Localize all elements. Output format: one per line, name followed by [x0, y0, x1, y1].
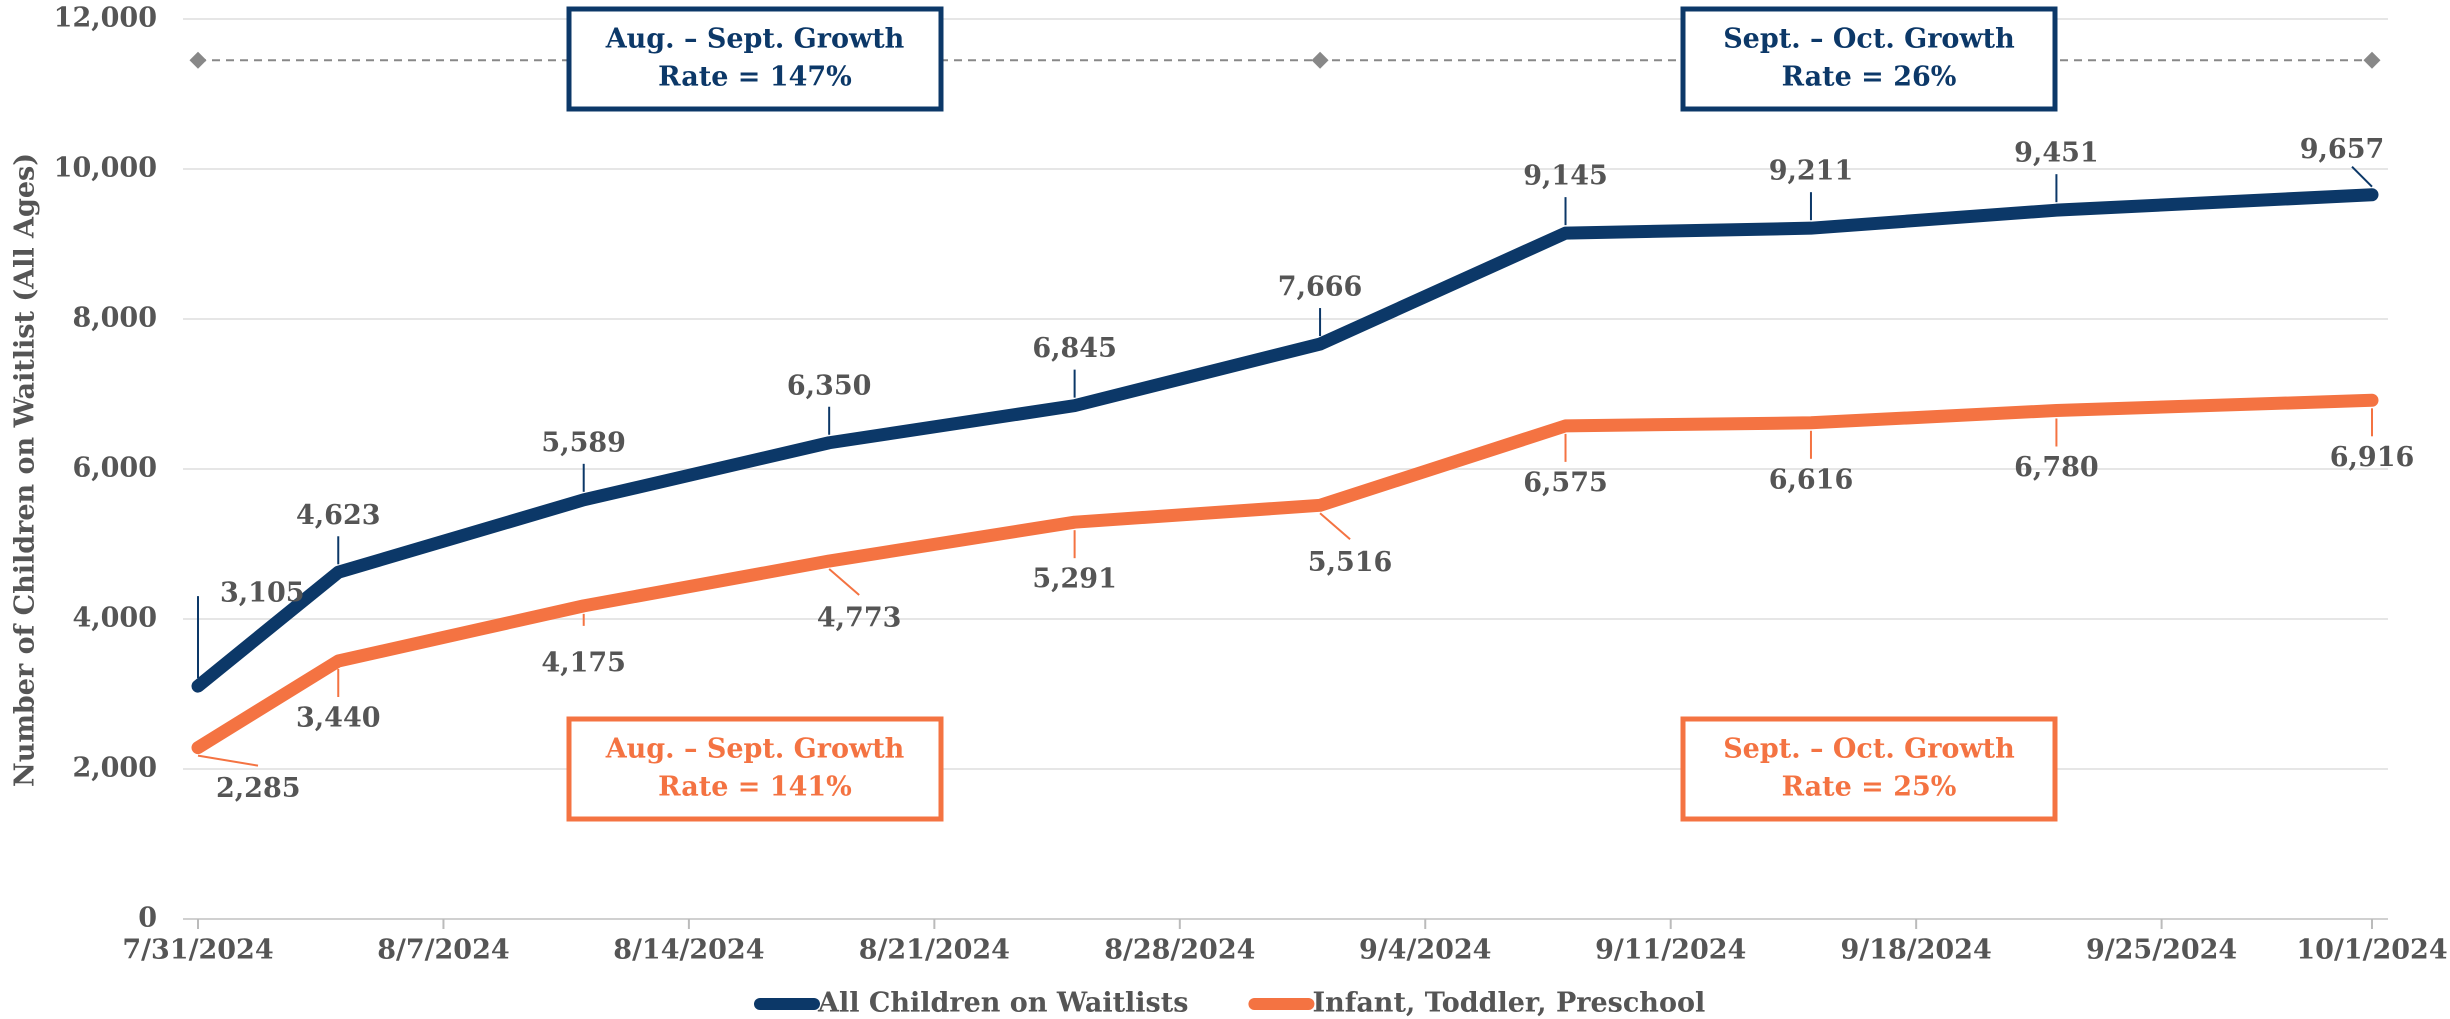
annotation-text: Sept. – Oct. Growth	[1723, 24, 2015, 55]
data-label: 6,575	[1523, 467, 1608, 498]
y-axis-label: Number of Children on Waitlist (All Ages…	[10, 153, 41, 787]
data-label: 5,589	[541, 427, 626, 458]
x-tick-label: 9/4/2024	[1359, 935, 1491, 966]
label-leader	[828, 568, 860, 596]
data-label: 2,285	[216, 773, 301, 804]
series-line	[191, 188, 2379, 693]
x-tick-label: 8/14/2024	[613, 935, 764, 966]
x-tick-label: 8/28/2024	[1104, 935, 1255, 966]
data-label: 3,440	[296, 703, 381, 734]
x-tick-label: 10/1/2024	[2296, 935, 2447, 966]
data-label: 9,657	[2300, 134, 2385, 165]
annotation-box	[566, 6, 944, 112]
reference-marker	[2363, 51, 2381, 69]
annotation-text: Rate = 141%	[658, 772, 852, 803]
x-tick-label: 9/11/2024	[1595, 935, 1746, 966]
y-tick-label: 8,000	[72, 303, 157, 334]
reference-marker	[189, 51, 207, 69]
data-label: 4,175	[541, 647, 626, 678]
annotation-box	[1680, 6, 2058, 112]
data-label: 5,291	[1032, 564, 1117, 595]
reference-marker	[1311, 51, 1329, 69]
data-label: 3,105	[220, 578, 305, 609]
data-label: 6,780	[2014, 452, 2099, 483]
data-label: 6,916	[2330, 442, 2415, 473]
annotation-box	[1680, 716, 2058, 822]
annotation-text: Rate = 147%	[658, 62, 852, 93]
data-label: 9,451	[2014, 138, 2099, 169]
data-label: 6,350	[787, 370, 872, 401]
y-tick-label: 4,000	[72, 603, 157, 634]
y-tick-label: 10,000	[54, 153, 157, 184]
data-label: 7,666	[1278, 272, 1363, 303]
series-line	[191, 393, 2379, 755]
label-leader	[2351, 166, 2373, 188]
label-leader	[197, 754, 259, 767]
annotation-text: Sept. – Oct. Growth	[1723, 734, 2015, 765]
data-label: 5,516	[1308, 547, 1393, 578]
x-tick-label: 9/18/2024	[1841, 935, 1992, 966]
data-label: 9,211	[1769, 156, 1854, 187]
data-label: 4,773	[817, 603, 902, 634]
y-tick-label: 0	[138, 903, 157, 934]
x-tick-label: 7/31/2024	[122, 935, 273, 966]
annotation-text: Aug. – Sept. Growth	[605, 734, 905, 765]
data-label: 6,845	[1032, 333, 1117, 364]
annotation-text: Rate = 26%	[1782, 62, 1957, 93]
data-label: 4,623	[296, 500, 381, 531]
data-label: 6,616	[1769, 464, 1854, 495]
annotation-text: Aug. – Sept. Growth	[605, 24, 905, 55]
legend-label: All Children on Waitlists	[817, 988, 1188, 1019]
label-leader	[1319, 512, 1351, 541]
x-tick-label: 9/25/2024	[2086, 935, 2237, 966]
x-tick-label: 8/7/2024	[377, 935, 509, 966]
annotation-text: Rate = 25%	[1782, 772, 1957, 803]
y-tick-label: 2,000	[72, 753, 157, 784]
y-tick-label: 12,000	[54, 3, 157, 34]
x-tick-label: 8/21/2024	[859, 935, 1010, 966]
data-label: 9,145	[1523, 161, 1608, 192]
y-tick-label: 6,000	[72, 453, 157, 484]
legend-label: Infant, Toddler, Preschool	[1312, 988, 1705, 1019]
annotation-box	[566, 716, 944, 822]
